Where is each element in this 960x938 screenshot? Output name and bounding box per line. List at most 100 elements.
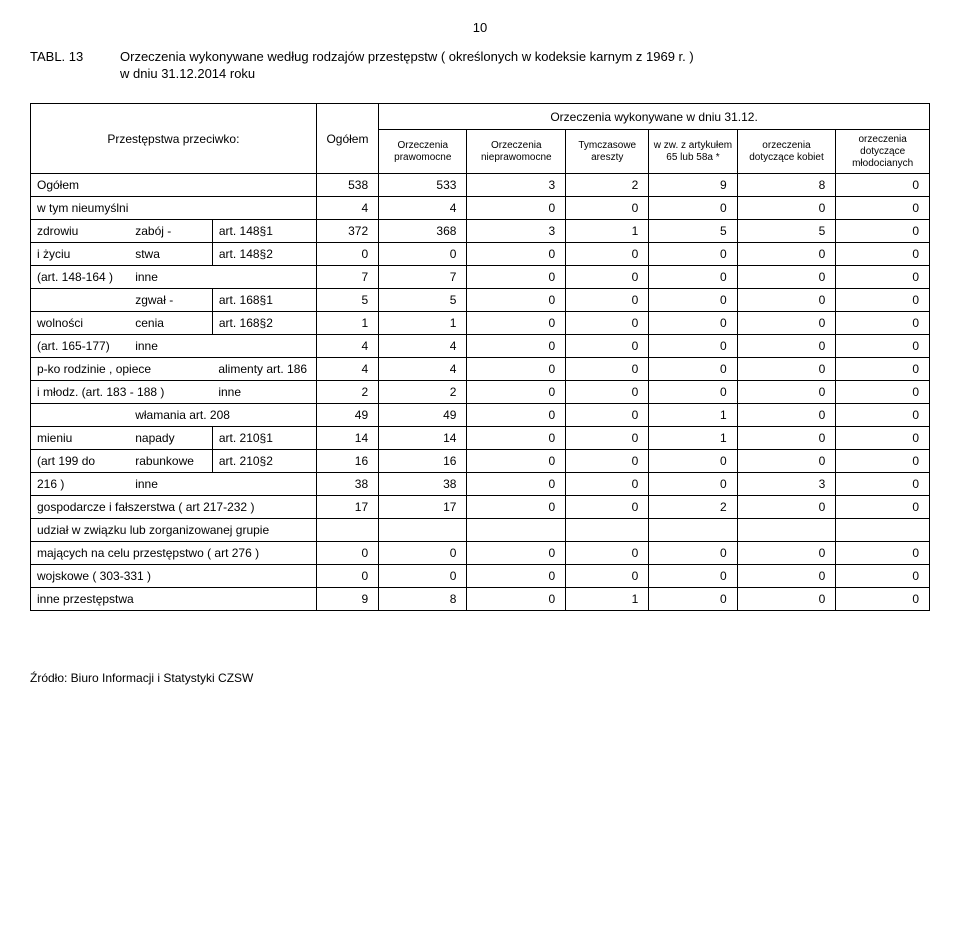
cell: 1 [649, 427, 737, 450]
cell: 8 [737, 174, 836, 197]
table-row: wojskowe ( 303-331 ) 0 0 0 0 0 0 0 [31, 565, 930, 588]
cell: 0 [379, 243, 467, 266]
cell: 0 [836, 289, 930, 312]
cell: i młodz. (art. 183 - 188 ) [31, 381, 213, 404]
cell: 0 [649, 542, 737, 565]
table-row: inne przestępstwa 9 8 0 1 0 0 0 [31, 588, 930, 611]
cell: 0 [467, 197, 566, 220]
table-row: Ogółem 538 533 3 2 9 8 0 [31, 174, 930, 197]
cell: 0 [836, 243, 930, 266]
cell [31, 404, 130, 427]
cell: 0 [737, 358, 836, 381]
cell: 0 [566, 381, 649, 404]
cell: mających na celu przestępstwo ( art 276 … [31, 542, 317, 565]
cell: 0 [836, 197, 930, 220]
table-row: (art 199 do rabunkowe art. 210§2 16 16 0… [31, 450, 930, 473]
cell: 0 [467, 473, 566, 496]
cell: 372 [316, 220, 378, 243]
cell [836, 519, 930, 542]
cell: 0 [467, 358, 566, 381]
cell [566, 519, 649, 542]
table-row: wolności cenia art. 168§2 1 1 0 0 0 0 0 [31, 312, 930, 335]
cell: 0 [467, 565, 566, 588]
cell: 1 [566, 220, 649, 243]
table-subtitle: w dniu 31.12.2014 roku [120, 66, 930, 81]
cell: 14 [379, 427, 467, 450]
cell: 0 [649, 358, 737, 381]
cell: (art. 148-164 ) [31, 266, 130, 289]
cell: inne przestępstwa [31, 588, 317, 611]
cell: 3 [467, 220, 566, 243]
cell: wojskowe ( 303-331 ) [31, 565, 317, 588]
cell: 8 [379, 588, 467, 611]
cell: 0 [737, 243, 836, 266]
cell: 1 [379, 312, 467, 335]
cell: 4 [379, 197, 467, 220]
table-row: (art. 165-177) inne 4 4 0 0 0 0 0 [31, 335, 930, 358]
cell: 9 [649, 174, 737, 197]
cell: 0 [566, 450, 649, 473]
cell: 17 [379, 496, 467, 519]
cell: 0 [649, 450, 737, 473]
cell: art. 210§1 [212, 427, 316, 450]
cell: 0 [566, 243, 649, 266]
cell: 0 [737, 335, 836, 358]
cell: 4 [316, 358, 378, 381]
cell: 0 [467, 404, 566, 427]
cell: 1 [566, 588, 649, 611]
cell: 0 [467, 312, 566, 335]
cell: 0 [737, 427, 836, 450]
cell: 0 [737, 496, 836, 519]
table-row: gospodarcze i fałszerstwa ( art 217-232 … [31, 496, 930, 519]
cell: 0 [737, 450, 836, 473]
cell: 0 [836, 450, 930, 473]
cell: 0 [566, 542, 649, 565]
table-row: (art. 148-164 ) inne 7 7 0 0 0 0 0 [31, 266, 930, 289]
cell: 14 [316, 427, 378, 450]
table-row: włamania art. 208 49 49 0 0 1 0 0 [31, 404, 930, 427]
cell: 0 [566, 197, 649, 220]
cell: 0 [836, 312, 930, 335]
cell: art. 148§1 [212, 220, 316, 243]
cell: 49 [379, 404, 467, 427]
cell: 0 [467, 427, 566, 450]
cell: mieniu [31, 427, 130, 450]
cell: 0 [649, 335, 737, 358]
cell: (art. 165-177) [31, 335, 130, 358]
cell: 0 [836, 381, 930, 404]
cell: 0 [649, 243, 737, 266]
page-number: 10 [30, 20, 930, 35]
cell: zdrowiu [31, 220, 130, 243]
cell: 216 ) [31, 473, 130, 496]
cell: 0 [467, 243, 566, 266]
cell: 0 [467, 542, 566, 565]
cell: 9 [316, 588, 378, 611]
header-c1: Orzeczenia prawomocne [379, 130, 467, 174]
cell: 0 [566, 404, 649, 427]
cell: 0 [649, 312, 737, 335]
cell: 0 [836, 427, 930, 450]
cell: inne [129, 473, 316, 496]
cell: gospodarcze i fałszerstwa ( art 217-232 … [31, 496, 317, 519]
cell: włamania art. 208 [129, 404, 316, 427]
cell: 0 [836, 473, 930, 496]
header-total: Ogółem [316, 104, 378, 174]
cell: 38 [379, 473, 467, 496]
cell: 0 [836, 358, 930, 381]
cell: art. 210§2 [212, 450, 316, 473]
cell: 16 [379, 450, 467, 473]
cell: 2 [566, 174, 649, 197]
cell: 0 [649, 289, 737, 312]
cell: 4 [379, 335, 467, 358]
cell: 538 [316, 174, 378, 197]
header-c4: w zw. z artykułem 65 lub 58a * [649, 130, 737, 174]
cell [379, 519, 467, 542]
cell: i życiu [31, 243, 130, 266]
cell: 0 [737, 404, 836, 427]
cell: 0 [737, 565, 836, 588]
cell: 0 [566, 335, 649, 358]
cell: 0 [836, 404, 930, 427]
cell: udział w związku lub zorganizowanej grup… [31, 519, 317, 542]
cell: rabunkowe [129, 450, 212, 473]
cell: inne [212, 381, 316, 404]
